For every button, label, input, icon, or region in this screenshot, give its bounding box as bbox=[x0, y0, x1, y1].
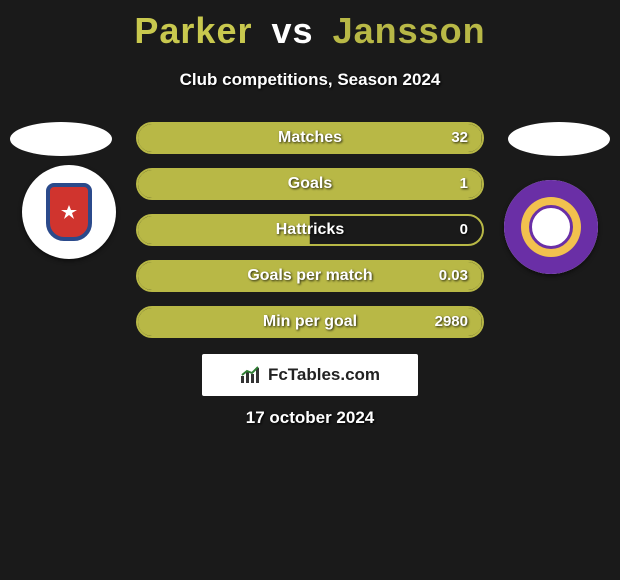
club-badge-left bbox=[22, 165, 116, 259]
page-title: Parker vs Jansson bbox=[0, 0, 620, 52]
stat-row-goals-per-match: Goals per match 0.03 bbox=[136, 260, 484, 292]
date-line: 17 october 2024 bbox=[0, 408, 620, 428]
stat-label: Goals per match bbox=[138, 262, 482, 290]
stat-value: 0 bbox=[460, 216, 468, 244]
stat-value: 32 bbox=[451, 124, 468, 152]
club-badge-right bbox=[504, 180, 598, 274]
brand-text: FcTables.com bbox=[268, 365, 380, 385]
player2-name: Jansson bbox=[333, 10, 486, 51]
player2-avatar bbox=[508, 122, 610, 156]
stat-value: 1 bbox=[460, 170, 468, 198]
stat-row-goals: Goals 1 bbox=[136, 168, 484, 200]
stat-label: Min per goal bbox=[138, 308, 482, 336]
player1-name: Parker bbox=[134, 10, 252, 51]
stats-panel: Matches 32 Goals 1 Hattricks 0 Goals per… bbox=[136, 122, 484, 352]
player1-avatar bbox=[10, 122, 112, 156]
stat-row-hattricks: Hattricks 0 bbox=[136, 214, 484, 246]
orlando-ring-icon bbox=[504, 180, 598, 274]
stat-row-min-per-goal: Min per goal 2980 bbox=[136, 306, 484, 338]
brand-box: FcTables.com bbox=[202, 354, 418, 396]
stat-value: 0.03 bbox=[439, 262, 468, 290]
fc-dallas-icon bbox=[46, 183, 92, 241]
orlando-core-icon bbox=[529, 205, 573, 249]
stat-value: 2980 bbox=[435, 308, 468, 336]
stat-label: Matches bbox=[138, 124, 482, 152]
subtitle: Club competitions, Season 2024 bbox=[0, 70, 620, 90]
stat-label: Goals bbox=[138, 170, 482, 198]
vs-separator: vs bbox=[272, 10, 314, 51]
bar-chart-icon bbox=[240, 366, 262, 384]
stat-label: Hattricks bbox=[138, 216, 482, 244]
orlando-inner-icon bbox=[521, 197, 581, 257]
star-icon bbox=[59, 205, 79, 219]
stat-row-matches: Matches 32 bbox=[136, 122, 484, 154]
